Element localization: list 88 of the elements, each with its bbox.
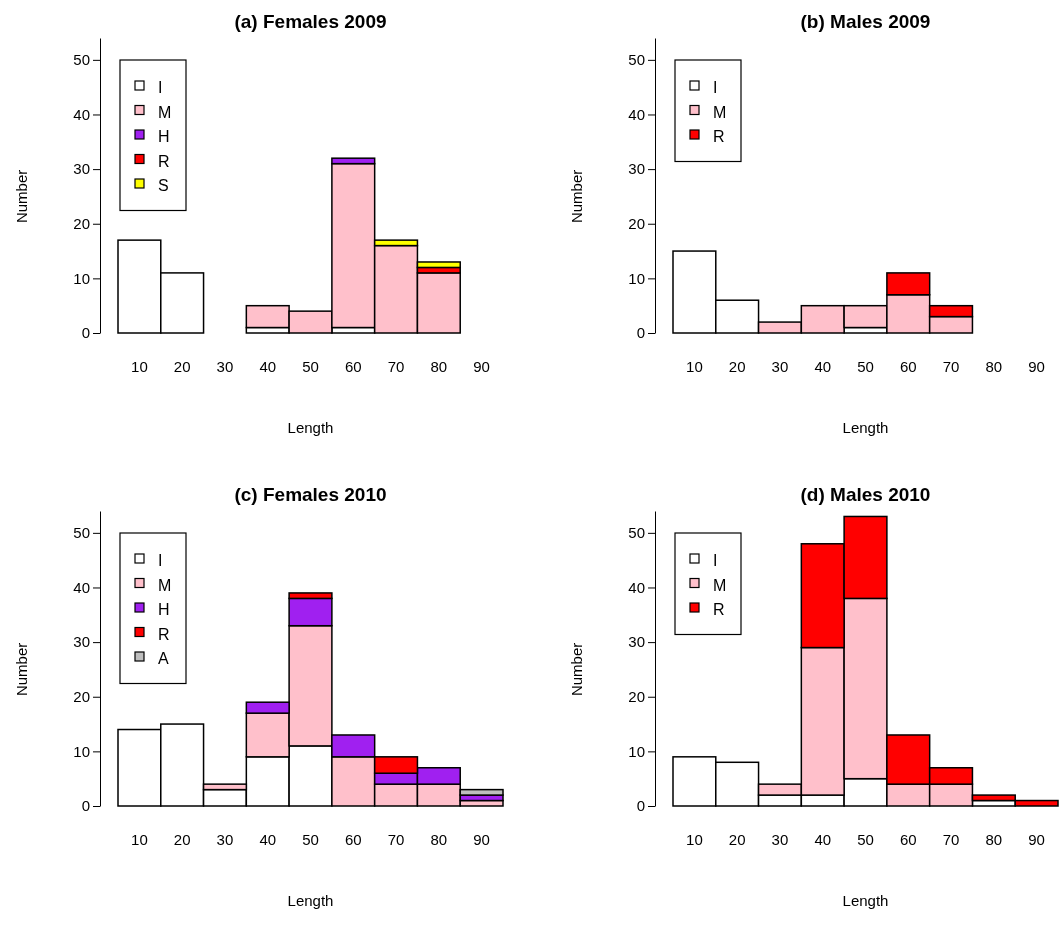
legend-label: H — [158, 601, 170, 618]
x-axis-title: Length — [842, 419, 889, 436]
y-tick-label: 30 — [628, 160, 645, 178]
x-tick-label: 50 — [857, 357, 874, 375]
legend-label: M — [713, 576, 727, 594]
chart-title: (c) Females 2010 — [234, 484, 387, 505]
y-tick-label: 0 — [636, 797, 645, 815]
legend-label: S — [158, 177, 169, 194]
y-tick-label: 20 — [628, 688, 645, 706]
x-tick-label: 10 — [686, 830, 703, 848]
legend-label: I — [713, 79, 718, 96]
legend-label: I — [158, 552, 163, 569]
y-tick-label: 50 — [628, 51, 645, 69]
y-tick-label: 10 — [73, 269, 90, 287]
y-tick-label: 50 — [73, 51, 90, 69]
x-tick-label: 60 — [344, 357, 362, 375]
legend-label: M — [158, 576, 172, 594]
y-tick-label: 50 — [628, 524, 645, 542]
legend-label: I — [158, 79, 163, 96]
x-tick-label: 10 — [131, 357, 148, 375]
legend-label: R — [158, 152, 170, 170]
x-tick-label: 70 — [387, 830, 405, 848]
y-tick-label: 30 — [73, 633, 90, 651]
x-tick-label: 80 — [430, 830, 448, 848]
x-tick-label: 90 — [1028, 357, 1045, 375]
y-tick-label: 40 — [73, 578, 90, 596]
x-tick-label: 90 — [473, 830, 490, 848]
x-tick-label: 60 — [899, 357, 917, 375]
y-tick-label: 20 — [73, 215, 90, 233]
y-tick-label: 30 — [628, 633, 645, 651]
y-tick-label: 10 — [628, 742, 645, 760]
y-tick-label: 40 — [73, 105, 90, 123]
chart-title: (a) Females 2009 — [234, 11, 387, 32]
legend-label: M — [713, 103, 727, 121]
x-tick-label: 70 — [942, 830, 960, 848]
x-tick-label: 80 — [430, 357, 448, 375]
chart-title: (d) Males 2010 — [800, 484, 931, 505]
x-axis-title: Length — [287, 892, 334, 909]
y-axis-title: Number — [568, 642, 585, 697]
x-tick-label: 30 — [216, 830, 234, 848]
x-axis-title: Length — [287, 419, 334, 436]
legend-label: I — [713, 552, 718, 569]
legend-label: H — [158, 128, 170, 145]
x-tick-label: 60 — [899, 830, 917, 848]
x-tick-label: 50 — [302, 830, 319, 848]
x-tick-label: 30 — [771, 830, 789, 848]
x-tick-label: 50 — [857, 830, 874, 848]
x-tick-label: 40 — [259, 830, 277, 848]
y-tick-label: 10 — [628, 269, 645, 287]
x-tick-label: 20 — [728, 830, 746, 848]
x-tick-label: 60 — [344, 830, 362, 848]
y-tick-label: 0 — [81, 324, 90, 342]
y-tick-label: 20 — [628, 215, 645, 233]
legend-label: R — [713, 601, 725, 618]
x-tick-label: 40 — [814, 357, 832, 375]
x-tick-label: 90 — [473, 357, 490, 375]
y-axis-title: Number — [13, 169, 30, 224]
y-tick-label: 40 — [628, 105, 645, 123]
chart-title: (b) Males 2009 — [800, 11, 931, 32]
x-tick-label: 30 — [771, 357, 789, 375]
y-axis-title: Number — [13, 642, 30, 697]
x-tick-label: 20 — [173, 830, 191, 848]
y-tick-label: 30 — [73, 160, 90, 178]
x-tick-label: 40 — [259, 357, 277, 375]
legend-label: R — [158, 625, 170, 643]
y-axis-title: Number — [568, 169, 585, 224]
x-tick-label: 90 — [1028, 830, 1045, 848]
x-tick-label: 70 — [387, 357, 405, 375]
x-tick-label: 50 — [302, 357, 319, 375]
y-tick-label: 50 — [73, 524, 90, 542]
legend-label: R — [713, 128, 725, 145]
y-tick-label: 40 — [628, 578, 645, 596]
x-tick-label: 10 — [131, 830, 148, 848]
x-tick-label: 80 — [985, 357, 1003, 375]
x-tick-label: 20 — [728, 357, 746, 375]
y-tick-label: 20 — [73, 688, 90, 706]
x-tick-label: 40 — [814, 830, 832, 848]
legend-label: A — [158, 650, 169, 667]
legend-label: M — [158, 103, 172, 121]
x-tick-label: 20 — [173, 357, 191, 375]
x-tick-label: 70 — [942, 357, 960, 375]
x-axis-title: Length — [842, 892, 889, 909]
y-tick-label: 0 — [81, 797, 90, 815]
y-tick-label: 10 — [73, 742, 90, 760]
x-tick-label: 80 — [985, 830, 1003, 848]
x-tick-label: 30 — [216, 357, 234, 375]
y-tick-label: 0 — [636, 324, 645, 342]
x-tick-label: 10 — [686, 357, 703, 375]
